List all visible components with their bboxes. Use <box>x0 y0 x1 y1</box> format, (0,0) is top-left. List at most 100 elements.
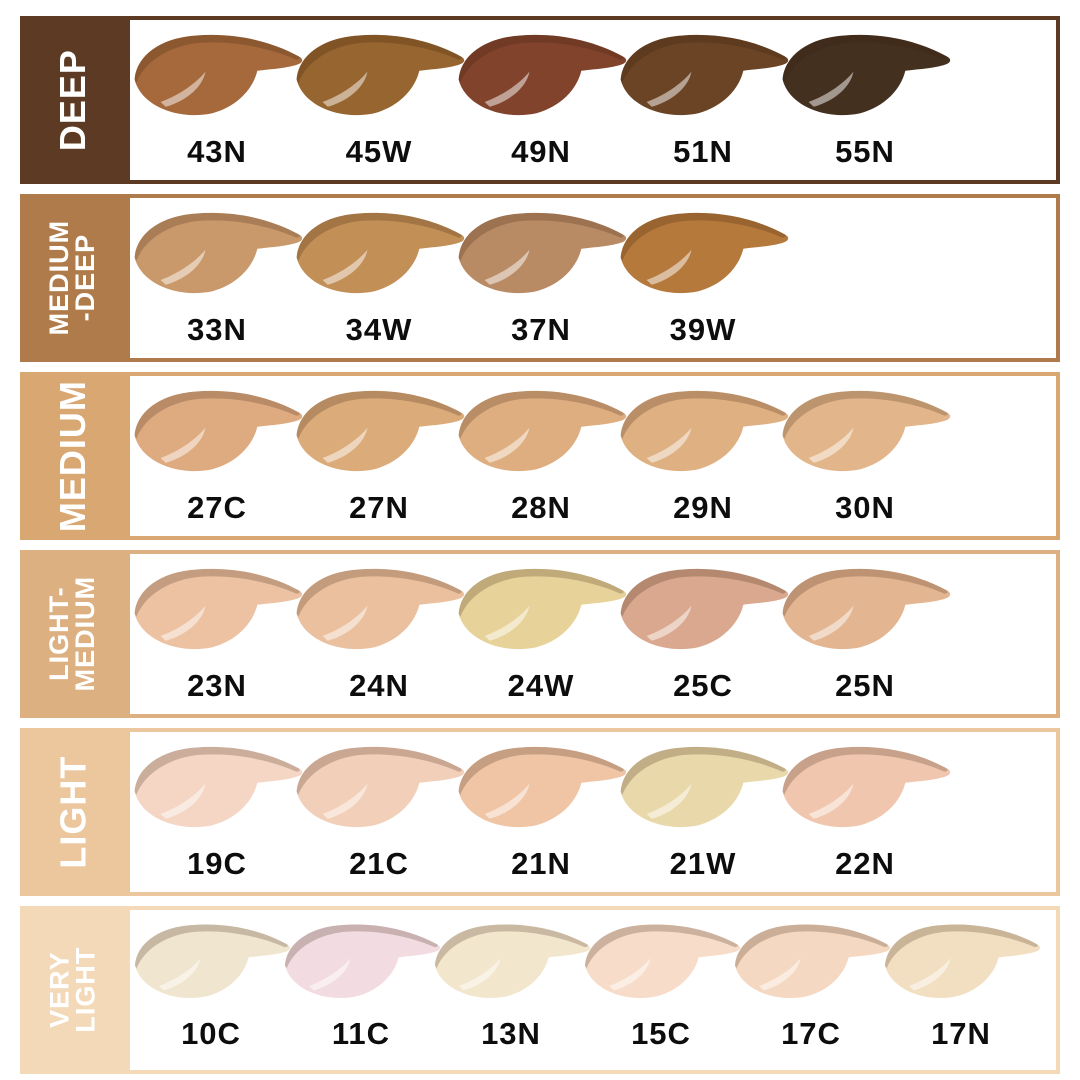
shade-code: 43N <box>187 134 247 169</box>
foundation-smear-icon <box>735 924 891 999</box>
foundation-smear-icon <box>620 390 789 472</box>
swatch-strip: 33N 34W 37N 39W <box>126 194 1060 362</box>
shade-code: 10C <box>181 1016 241 1051</box>
shade-swatch: 37N <box>458 208 627 348</box>
shade-code: 49N <box>511 134 571 169</box>
category-label: LIGHT- MEDIUM <box>44 576 100 692</box>
foundation-smear-icon <box>134 212 303 294</box>
foundation-smear-icon <box>285 924 441 999</box>
foundation-smear-icon <box>620 34 789 116</box>
shade-swatch: 29N <box>620 386 789 526</box>
shade-swatch: 28N <box>458 386 627 526</box>
shade-code: 34W <box>345 312 413 347</box>
shade-code: 23N <box>187 668 247 703</box>
shade-category-row: LIGHT 19C 21C 21N 21W <box>20 728 1060 896</box>
foundation-smear-icon <box>458 34 627 116</box>
shade-category-row: MEDIUM 27C 27N 28N 29N <box>20 372 1060 540</box>
shade-swatch: 11C <box>285 920 441 1052</box>
shade-swatch: 15C <box>585 920 741 1052</box>
foundation-smear-icon <box>620 568 789 650</box>
shade-code: 22N <box>835 846 895 881</box>
foundation-smear-icon <box>458 390 627 472</box>
shade-swatch: 17C <box>735 920 891 1052</box>
shade-code: 15C <box>631 1016 691 1051</box>
category-sidebar: LIGHT <box>20 728 126 896</box>
shade-swatch: 34W <box>296 208 465 348</box>
shade-code: 21W <box>669 846 737 881</box>
shade-swatch: 39W <box>620 208 789 348</box>
shade-code: 28N <box>511 490 571 525</box>
shade-code: 30N <box>835 490 895 525</box>
shade-swatch: 10C <box>135 920 291 1052</box>
foundation-smear-icon <box>134 746 303 828</box>
shade-swatch: 30N <box>782 386 951 526</box>
shade-code: 27C <box>187 490 247 525</box>
category-label: LIGHT <box>52 756 93 869</box>
shade-code: 24N <box>349 668 409 703</box>
shade-code: 21N <box>511 846 571 881</box>
shade-swatch: 19C <box>134 742 303 882</box>
foundation-smear-icon <box>135 924 291 999</box>
foundation-smear-icon <box>885 924 1041 999</box>
shade-code: 51N <box>673 134 733 169</box>
swatch-strip: 23N 24N 24W 25C 25N <box>126 550 1060 718</box>
shade-code: 45W <box>345 134 413 169</box>
shade-swatch: 24N <box>296 564 465 704</box>
shade-swatch: 33N <box>134 208 303 348</box>
shade-code: 24W <box>507 668 575 703</box>
shade-swatch: 25C <box>620 564 789 704</box>
swatch-strip: 27C 27N 28N 29N 30N <box>126 372 1060 540</box>
category-sidebar: MEDIUM -DEEP <box>20 194 126 362</box>
swatch-strip: 43N 45W 49N 51N 55N <box>126 16 1060 184</box>
shade-code: 55N <box>835 134 895 169</box>
category-sidebar: LIGHT- MEDIUM <box>20 550 126 718</box>
shade-swatch: 21N <box>458 742 627 882</box>
shade-code: 37N <box>511 312 571 347</box>
shade-swatch: 22N <box>782 742 951 882</box>
foundation-smear-icon <box>296 34 465 116</box>
shade-swatch: 21W <box>620 742 789 882</box>
category-label-line: MEDIUM <box>70 576 100 692</box>
category-label: VERY LIGHT <box>44 947 100 1033</box>
category-label-line: LIGHT <box>70 947 100 1033</box>
category-label-line: MEDIUM <box>51 380 93 532</box>
category-sidebar: VERY LIGHT <box>20 906 126 1074</box>
shade-swatch: 21C <box>296 742 465 882</box>
foundation-smear-icon <box>134 34 303 116</box>
foundation-smear-icon <box>134 390 303 472</box>
shade-swatch: 27N <box>296 386 465 526</box>
foundation-smear-icon <box>458 746 627 828</box>
shade-swatch: 49N <box>458 30 627 170</box>
category-label: MEDIUM -DEEP <box>44 220 100 336</box>
shade-code: 29N <box>673 490 733 525</box>
foundation-smear-icon <box>296 390 465 472</box>
foundation-smear-icon <box>782 34 951 116</box>
shade-swatch: 25N <box>782 564 951 704</box>
foundation-smear-icon <box>296 746 465 828</box>
foundation-smear-icon <box>782 390 951 472</box>
foundation-smear-icon <box>435 924 591 999</box>
foundation-smear-icon <box>782 746 951 828</box>
foundation-smear-icon <box>620 212 789 294</box>
shade-swatch: 51N <box>620 30 789 170</box>
shade-swatch: 55N <box>782 30 951 170</box>
foundation-smear-icon <box>296 212 465 294</box>
shade-code: 19C <box>187 846 247 881</box>
category-label: DEEP <box>52 49 93 151</box>
swatch-strip: 10C 11C 13N 15C 17C <box>126 906 1060 1074</box>
shade-swatch: 27C <box>134 386 303 526</box>
shade-swatch: 43N <box>134 30 303 170</box>
category-label: MEDIUM <box>51 380 93 532</box>
shade-code: 13N <box>481 1016 541 1051</box>
foundation-smear-icon <box>782 568 951 650</box>
category-sidebar: MEDIUM <box>20 372 126 540</box>
shade-swatch: 23N <box>134 564 303 704</box>
shade-code: 25N <box>835 668 895 703</box>
category-label-line: -DEEP <box>70 234 100 322</box>
category-sidebar: DEEP <box>20 16 126 184</box>
shade-code: 11C <box>331 1016 391 1051</box>
foundation-smear-icon <box>585 924 741 999</box>
shade-swatch: 24W <box>458 564 627 704</box>
